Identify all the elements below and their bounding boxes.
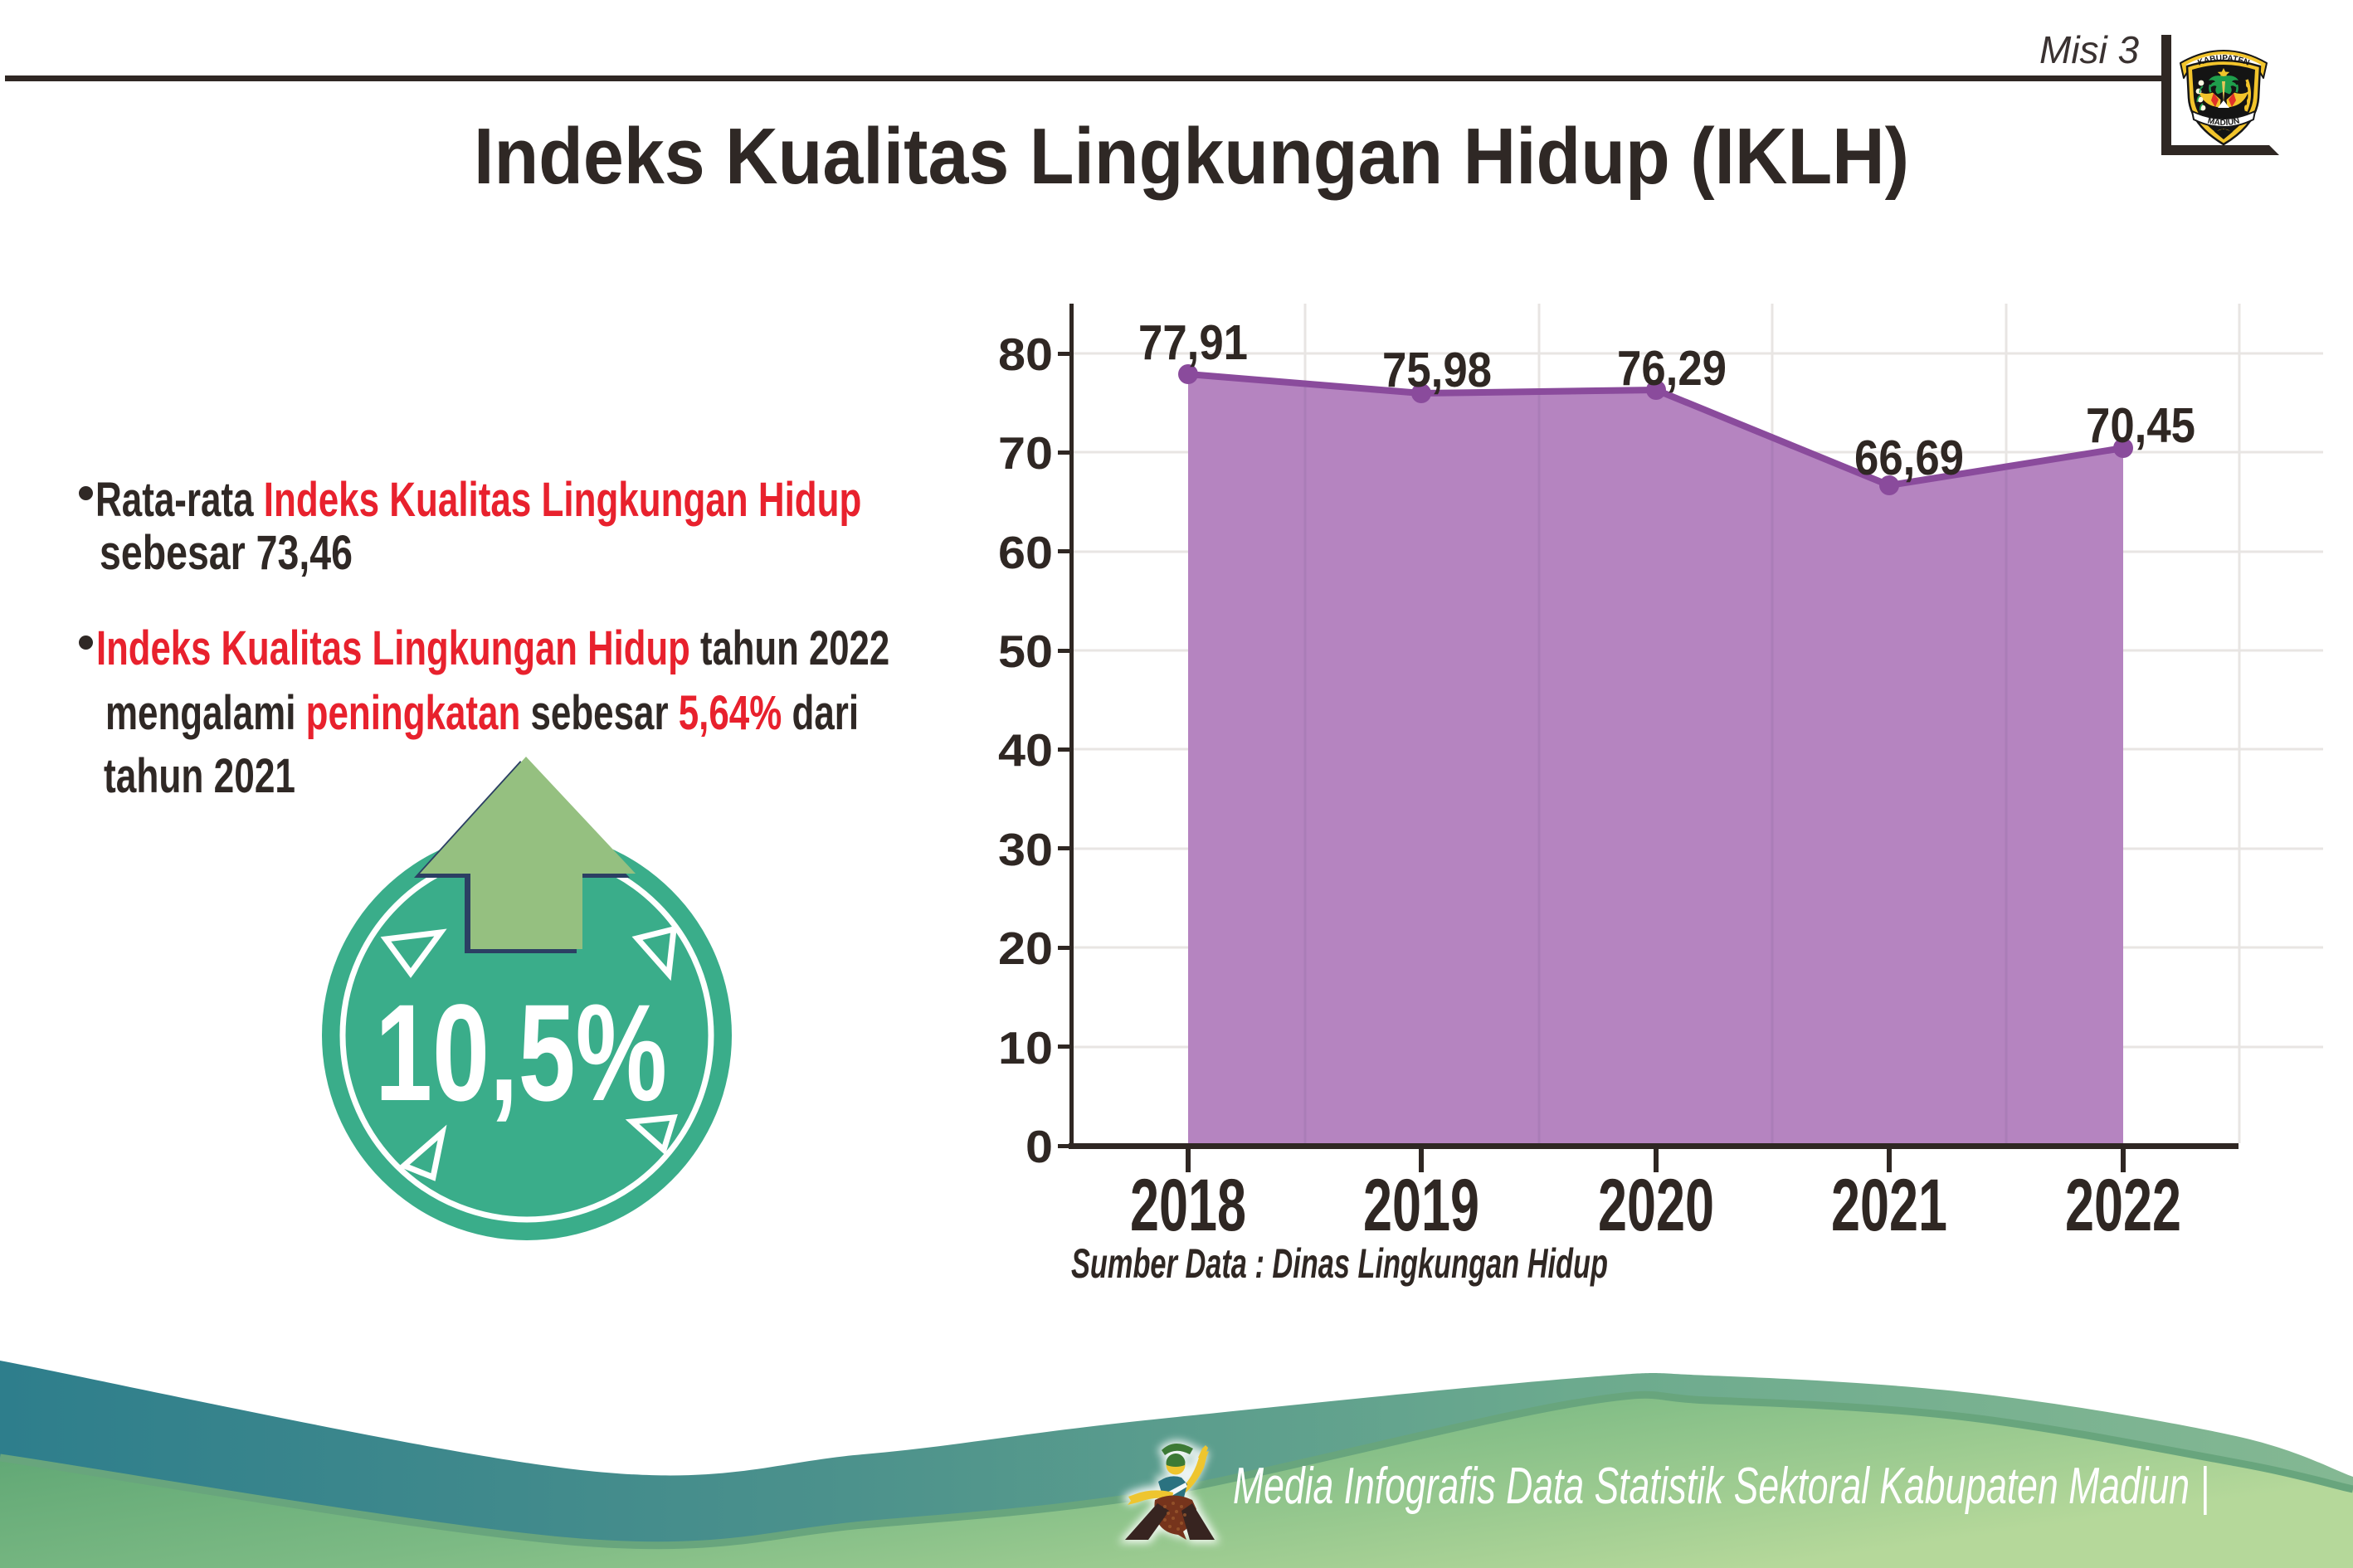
svg-text:75,98: 75,98 (1382, 343, 1492, 397)
svg-text:76,29: 76,29 (1617, 341, 1727, 396)
svg-text:70,45: 70,45 (2086, 398, 2195, 453)
svg-text:60: 60 (998, 527, 1053, 578)
svg-text:10: 10 (998, 1022, 1053, 1074)
svg-text:Sumber Data : Dinas Lingkungan: Sumber Data : Dinas Lingkungan Hidup (1071, 1240, 1608, 1287)
svg-text:50: 50 (998, 626, 1053, 677)
svg-text:2020: 2020 (1598, 1163, 1714, 1246)
svg-text:30: 30 (998, 824, 1053, 875)
svg-text:2021: 2021 (1831, 1163, 1947, 1246)
svg-text:2022: 2022 (2065, 1163, 2181, 1246)
svg-text:66,69: 66,69 (1854, 431, 1964, 485)
svg-text:Media Infografis Data Statisti: Media Infografis Data Statistik Sektoral… (1233, 1458, 2209, 1515)
svg-text:2018: 2018 (1130, 1163, 1246, 1246)
svg-text:10,5%: 10,5% (375, 976, 667, 1130)
svg-text:40: 40 (998, 724, 1053, 776)
svg-text:2019: 2019 (1363, 1163, 1479, 1246)
svg-text:80: 80 (998, 329, 1053, 380)
svg-text:20: 20 (998, 923, 1053, 974)
svg-text:0: 0 (1025, 1121, 1053, 1172)
svg-text:77,91: 77,91 (1138, 315, 1248, 370)
svg-text:MADIUN: MADIUN (2206, 116, 2240, 128)
svg-text:KABUPATEN: KABUPATEN (2196, 54, 2250, 68)
svg-text:70: 70 (998, 427, 1053, 479)
